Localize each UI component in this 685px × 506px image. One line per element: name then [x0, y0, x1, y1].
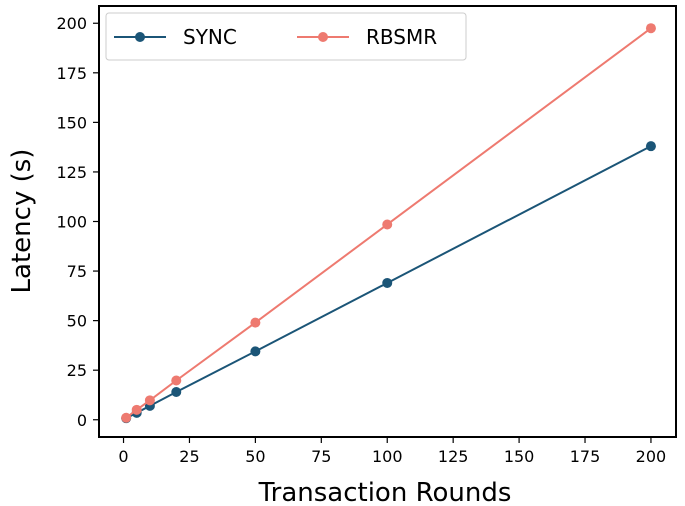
legend-sync-label: SYNC: [183, 25, 237, 49]
y-tick-label: 125: [56, 163, 87, 182]
legend: SYNC RBSMR: [105, 12, 467, 61]
y-tick-label: 150: [56, 113, 87, 132]
data-point-sync: [645, 141, 656, 152]
y-tick-label: 50: [67, 312, 87, 331]
legend-rbsmr-label: RBSMR: [366, 25, 437, 49]
x-tick-label: 150: [504, 447, 535, 466]
x-tick-label: 200: [636, 447, 667, 466]
legend-rbsmr-marker: [318, 32, 328, 42]
data-point-rbsmr: [250, 317, 261, 328]
x-tick-label: 75: [311, 447, 331, 466]
x-tick-label: 0: [118, 447, 128, 466]
y-tick-label: 175: [56, 64, 87, 83]
y-axis-ticks: 0 25 50 75 100 125 150 175 200: [56, 14, 99, 430]
y-tick-label: 0: [77, 411, 87, 430]
data-point-rbsmr: [645, 23, 656, 34]
data-point-sync: [382, 277, 393, 288]
y-axis-label: Latency (s): [7, 149, 37, 294]
x-tick-label: 25: [179, 447, 199, 466]
y-tick-label: 75: [67, 262, 87, 281]
data-point-rbsmr: [131, 404, 142, 415]
data-point-rbsmr: [144, 395, 155, 406]
x-tick-label: 125: [438, 447, 469, 466]
x-tick-label: 100: [372, 447, 403, 466]
data-point-rbsmr: [382, 219, 393, 230]
data-point-rbsmr: [171, 375, 182, 386]
legend-sync-marker: [135, 32, 145, 42]
legend-box: [105, 12, 467, 61]
x-axis-label: Transaction Rounds: [258, 478, 512, 506]
y-tick-label: 200: [56, 14, 87, 33]
x-tick-label: 175: [570, 447, 601, 466]
y-tick-label: 25: [67, 361, 87, 380]
data-point-sync: [250, 346, 261, 357]
x-axis-ticks: 0 25 50 75 100 125 150 175 200: [118, 437, 666, 466]
data-point-sync: [171, 386, 182, 397]
x-tick-label: 50: [245, 447, 265, 466]
y-tick-label: 100: [56, 213, 87, 232]
series-layer: [121, 23, 656, 424]
data-point-rbsmr: [121, 412, 132, 423]
